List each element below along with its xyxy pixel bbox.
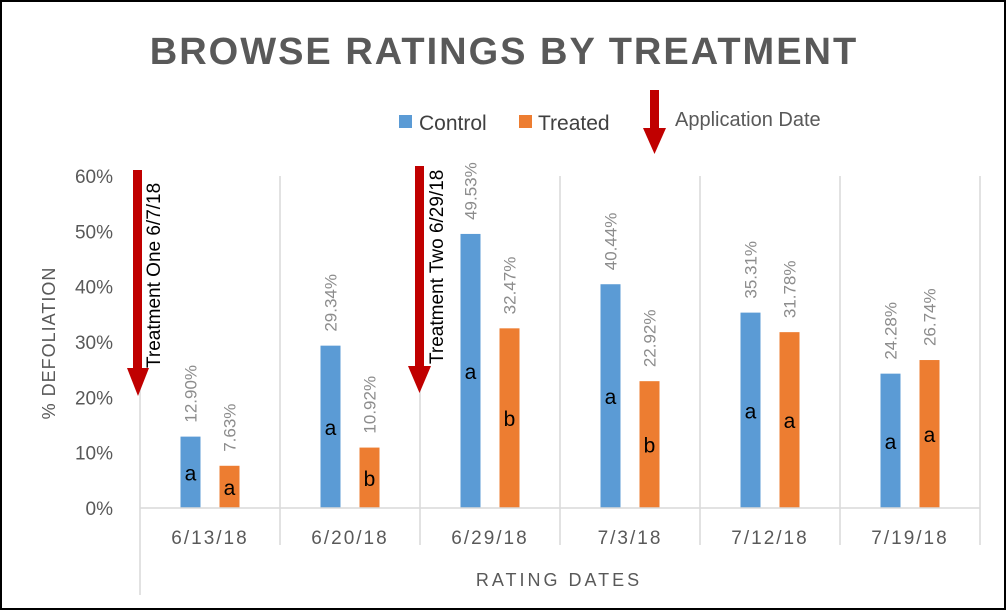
y-tick-label: 50%	[75, 222, 113, 243]
y-tick-label: 10%	[75, 444, 113, 465]
legend-swatch-control	[399, 115, 412, 128]
x-tick-label: 6/20/18	[311, 528, 388, 549]
data-label: 12.90%	[182, 365, 201, 423]
x-axis-title: RATING DATES	[476, 570, 642, 590]
bar-control	[600, 284, 621, 508]
y-tick-label: 30%	[75, 333, 113, 354]
data-label: 32.47%	[501, 257, 520, 315]
data-label: 29.34%	[322, 274, 341, 332]
y-tick-label: 40%	[75, 278, 113, 299]
significance-letter: b	[504, 408, 516, 431]
treatment-two-label: Treatment Two 6/29/18	[427, 170, 448, 364]
y-axis-title: % DEFOLIATION	[39, 267, 59, 420]
data-label: 40.44%	[602, 213, 621, 271]
data-label: 49.53%	[462, 162, 481, 220]
treatment-one-arrow-icon	[127, 170, 149, 396]
bar-control	[320, 345, 341, 508]
data-label: 24.28%	[882, 302, 901, 360]
significance-letter: b	[644, 435, 656, 458]
chart-title: BROWSE RATINGS BY TREATMENT	[150, 31, 858, 73]
significance-letter: b	[364, 468, 376, 491]
bar-treated	[919, 360, 940, 508]
significance-letter: a	[745, 400, 757, 423]
significance-letter: a	[924, 424, 936, 447]
x-tick-label: 7/19/18	[871, 528, 948, 549]
y-tick-label: 0%	[86, 499, 114, 520]
x-tick-label: 7/12/18	[731, 528, 808, 549]
x-tick-label: 6/13/18	[171, 528, 248, 549]
bar-treated	[359, 447, 380, 508]
application-date-label: Application Date	[675, 109, 821, 131]
significance-letter: a	[465, 361, 477, 384]
data-label: 7.63%	[221, 404, 240, 452]
y-tick-label: 60%	[75, 167, 113, 188]
significance-letter: a	[784, 410, 796, 433]
data-label: 35.31%	[742, 241, 761, 299]
significance-letter: a	[325, 417, 337, 440]
bar-control	[180, 436, 201, 508]
data-label: 22.92%	[641, 310, 660, 368]
bar-control	[460, 233, 481, 508]
significance-letter: a	[605, 386, 617, 409]
bar-control	[880, 373, 901, 508]
treatment-one-label: Treatment One 6/7/18	[144, 183, 165, 368]
bar-treated	[639, 381, 660, 508]
treatment-two-arrow-icon	[408, 166, 431, 393]
legend-label-control: Control	[419, 112, 487, 135]
data-label: 31.78%	[781, 260, 800, 318]
application-date-arrow-icon	[643, 90, 666, 154]
bar-treated	[219, 465, 240, 508]
y-tick-label: 20%	[75, 388, 113, 409]
data-label: 10.92%	[361, 376, 380, 434]
data-label: 26.74%	[921, 288, 940, 346]
bar-treated	[779, 332, 800, 508]
significance-letter: a	[185, 462, 197, 485]
bar-treated	[499, 328, 520, 508]
legend-label-treated: Treated	[538, 112, 610, 135]
legend-swatch-treated	[519, 115, 532, 128]
x-tick-label: 6/29/18	[451, 528, 528, 549]
significance-letter: a	[224, 477, 236, 500]
significance-letter: a	[885, 431, 897, 454]
x-tick-label: 7/3/18	[598, 528, 663, 549]
bar-control	[740, 312, 761, 508]
